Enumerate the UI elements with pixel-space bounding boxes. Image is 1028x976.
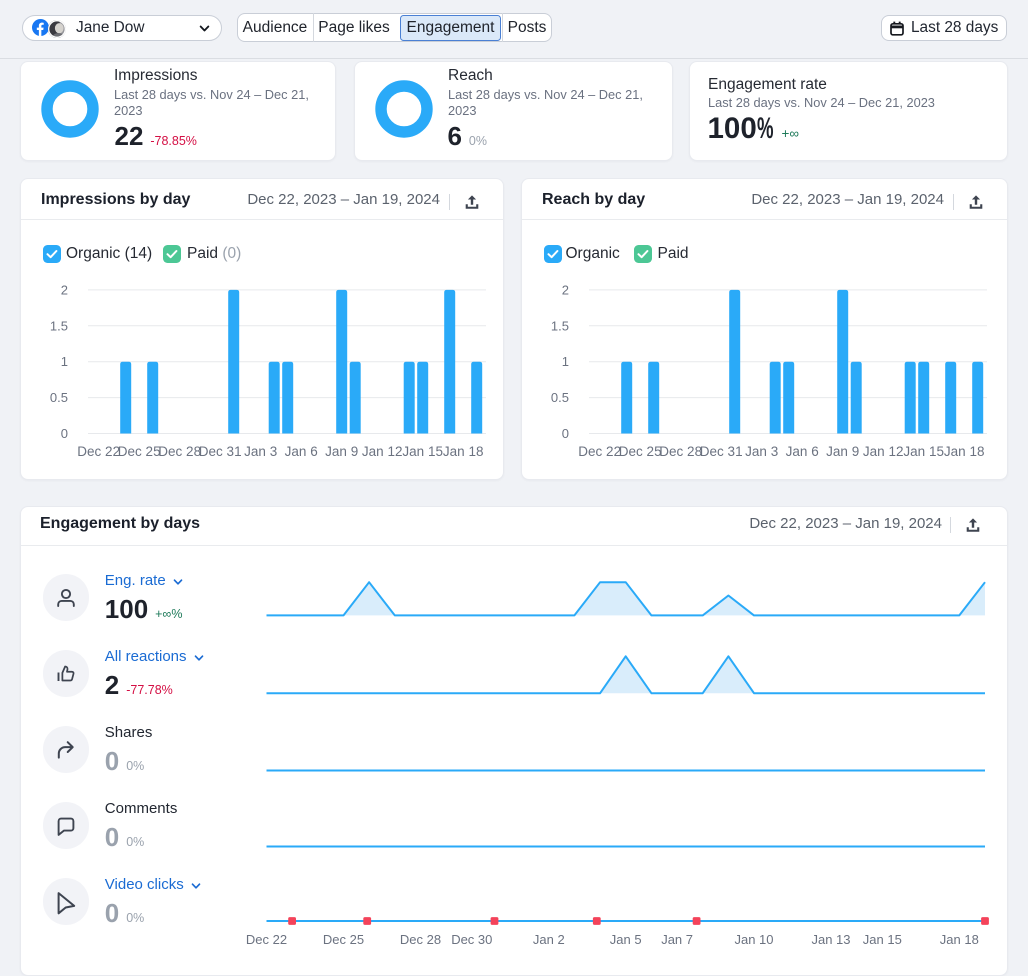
svg-text:Dec 25: Dec 25 (323, 932, 364, 947)
svg-text:Jan 18: Jan 18 (940, 932, 979, 947)
svg-text:Jan 6: Jan 6 (285, 444, 318, 459)
svg-text:Dec 28: Dec 28 (158, 444, 201, 459)
svg-text:Jan 3: Jan 3 (244, 444, 277, 459)
svg-text:1.5: 1.5 (50, 318, 68, 333)
svg-text:1: 1 (61, 354, 68, 369)
svg-text:Dec 28: Dec 28 (400, 932, 441, 947)
svg-text:Jan 12: Jan 12 (362, 444, 403, 459)
svg-text:Jan 15: Jan 15 (903, 444, 944, 459)
svg-text:Dec 25: Dec 25 (619, 444, 662, 459)
svg-text:Dec 28: Dec 28 (659, 444, 702, 459)
svg-text:Dec 25: Dec 25 (118, 444, 161, 459)
svg-text:Dec 22: Dec 22 (246, 932, 287, 947)
svg-text:Jan 9: Jan 9 (826, 444, 859, 459)
svg-text:0.5: 0.5 (551, 390, 569, 405)
svg-text:0: 0 (562, 426, 569, 441)
svg-text:Jan 7: Jan 7 (661, 932, 693, 947)
svg-text:2: 2 (562, 282, 569, 297)
svg-text:1: 1 (562, 354, 569, 369)
svg-text:Jan 18: Jan 18 (443, 444, 484, 459)
svg-text:Dec 22: Dec 22 (578, 444, 621, 459)
svg-text:Jan 15: Jan 15 (402, 444, 443, 459)
svg-text:Jan 5: Jan 5 (610, 932, 642, 947)
svg-text:1.5: 1.5 (551, 318, 569, 333)
svg-text:2: 2 (61, 282, 68, 297)
svg-text:0.5: 0.5 (50, 390, 68, 405)
svg-text:Jan 12: Jan 12 (863, 444, 904, 459)
svg-text:Jan 3: Jan 3 (745, 444, 778, 459)
svg-text:Dec 31: Dec 31 (199, 444, 242, 459)
svg-text:Jan 2: Jan 2 (533, 932, 565, 947)
svg-text:Jan 6: Jan 6 (786, 444, 819, 459)
svg-text:Dec 31: Dec 31 (700, 444, 743, 459)
svg-text:Dec 22: Dec 22 (77, 444, 120, 459)
svg-text:Jan 15: Jan 15 (863, 932, 902, 947)
svg-text:Dec 30: Dec 30 (451, 932, 492, 947)
svg-text:0: 0 (61, 426, 68, 441)
svg-text:Jan 13: Jan 13 (811, 932, 850, 947)
svg-text:Jan 18: Jan 18 (944, 444, 985, 459)
svg-text:Jan 9: Jan 9 (325, 444, 358, 459)
svg-text:Jan 10: Jan 10 (734, 932, 773, 947)
